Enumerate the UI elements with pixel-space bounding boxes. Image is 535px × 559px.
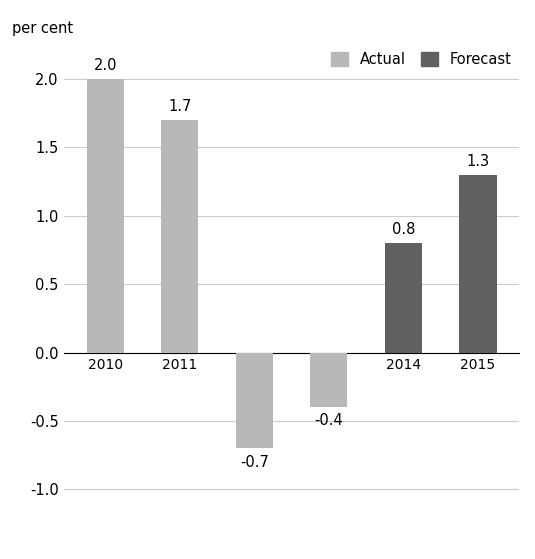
Text: per cent: per cent (12, 21, 73, 36)
Text: -0.7: -0.7 (240, 454, 269, 470)
Bar (385, 243, 422, 353)
Text: 2.0: 2.0 (94, 58, 117, 73)
Bar (310, 353, 348, 408)
Text: 0.8: 0.8 (392, 222, 415, 237)
Text: 1.3: 1.3 (467, 154, 490, 169)
Bar (460, 175, 496, 353)
Bar (235, 353, 273, 448)
Text: -0.4: -0.4 (315, 414, 343, 429)
Text: 1.7: 1.7 (168, 99, 192, 114)
Legend: Actual, Forecast: Actual, Forecast (331, 52, 511, 67)
Bar (161, 120, 198, 353)
Bar (87, 79, 124, 353)
